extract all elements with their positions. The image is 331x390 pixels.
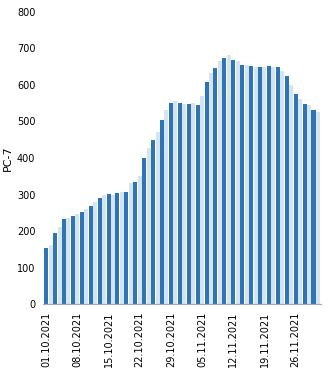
Bar — [156, 132, 160, 304]
Bar — [316, 112, 320, 304]
Bar — [254, 67, 258, 304]
Bar — [75, 214, 79, 304]
Bar — [71, 216, 75, 304]
Bar — [289, 85, 293, 304]
Bar — [294, 94, 298, 304]
Bar — [124, 192, 128, 304]
Bar — [107, 194, 111, 304]
Bar — [258, 67, 262, 304]
Bar — [276, 67, 280, 304]
Bar — [249, 66, 253, 304]
Bar — [236, 61, 240, 304]
Bar — [98, 198, 102, 304]
Bar — [129, 183, 133, 304]
Y-axis label: PC-7: PC-7 — [3, 145, 13, 171]
Bar — [44, 248, 48, 304]
Bar — [53, 233, 57, 304]
Bar — [116, 193, 119, 304]
Bar — [285, 76, 289, 304]
Bar — [200, 96, 204, 304]
Bar — [182, 104, 186, 304]
Bar — [280, 71, 284, 304]
Bar — [307, 105, 311, 304]
Bar — [196, 105, 200, 304]
Bar — [240, 65, 244, 304]
Bar — [84, 209, 88, 304]
Bar — [169, 103, 173, 304]
Bar — [80, 212, 84, 304]
Bar — [303, 104, 307, 304]
Bar — [209, 73, 213, 304]
Bar — [120, 192, 124, 304]
Bar — [187, 104, 191, 304]
Bar — [271, 67, 275, 304]
Bar — [311, 110, 315, 304]
Bar — [165, 110, 168, 304]
Bar — [218, 61, 222, 304]
Bar — [102, 195, 106, 304]
Bar — [49, 245, 53, 304]
Bar — [222, 58, 226, 304]
Bar — [93, 202, 97, 304]
Bar — [262, 67, 266, 304]
Bar — [151, 140, 155, 304]
Bar — [62, 219, 66, 304]
Bar — [298, 99, 302, 304]
Bar — [267, 66, 271, 304]
Bar — [213, 67, 217, 304]
Bar — [205, 82, 209, 304]
Bar — [231, 60, 235, 304]
Bar — [133, 182, 137, 304]
Bar — [160, 120, 164, 304]
Bar — [147, 148, 151, 304]
Bar — [227, 55, 231, 304]
Bar — [191, 103, 195, 304]
Bar — [245, 66, 249, 304]
Bar — [111, 195, 115, 304]
Bar — [138, 176, 142, 304]
Bar — [178, 103, 182, 304]
Bar — [142, 158, 146, 304]
Bar — [89, 206, 93, 304]
Bar — [173, 101, 177, 304]
Bar — [58, 227, 62, 304]
Bar — [67, 218, 71, 304]
